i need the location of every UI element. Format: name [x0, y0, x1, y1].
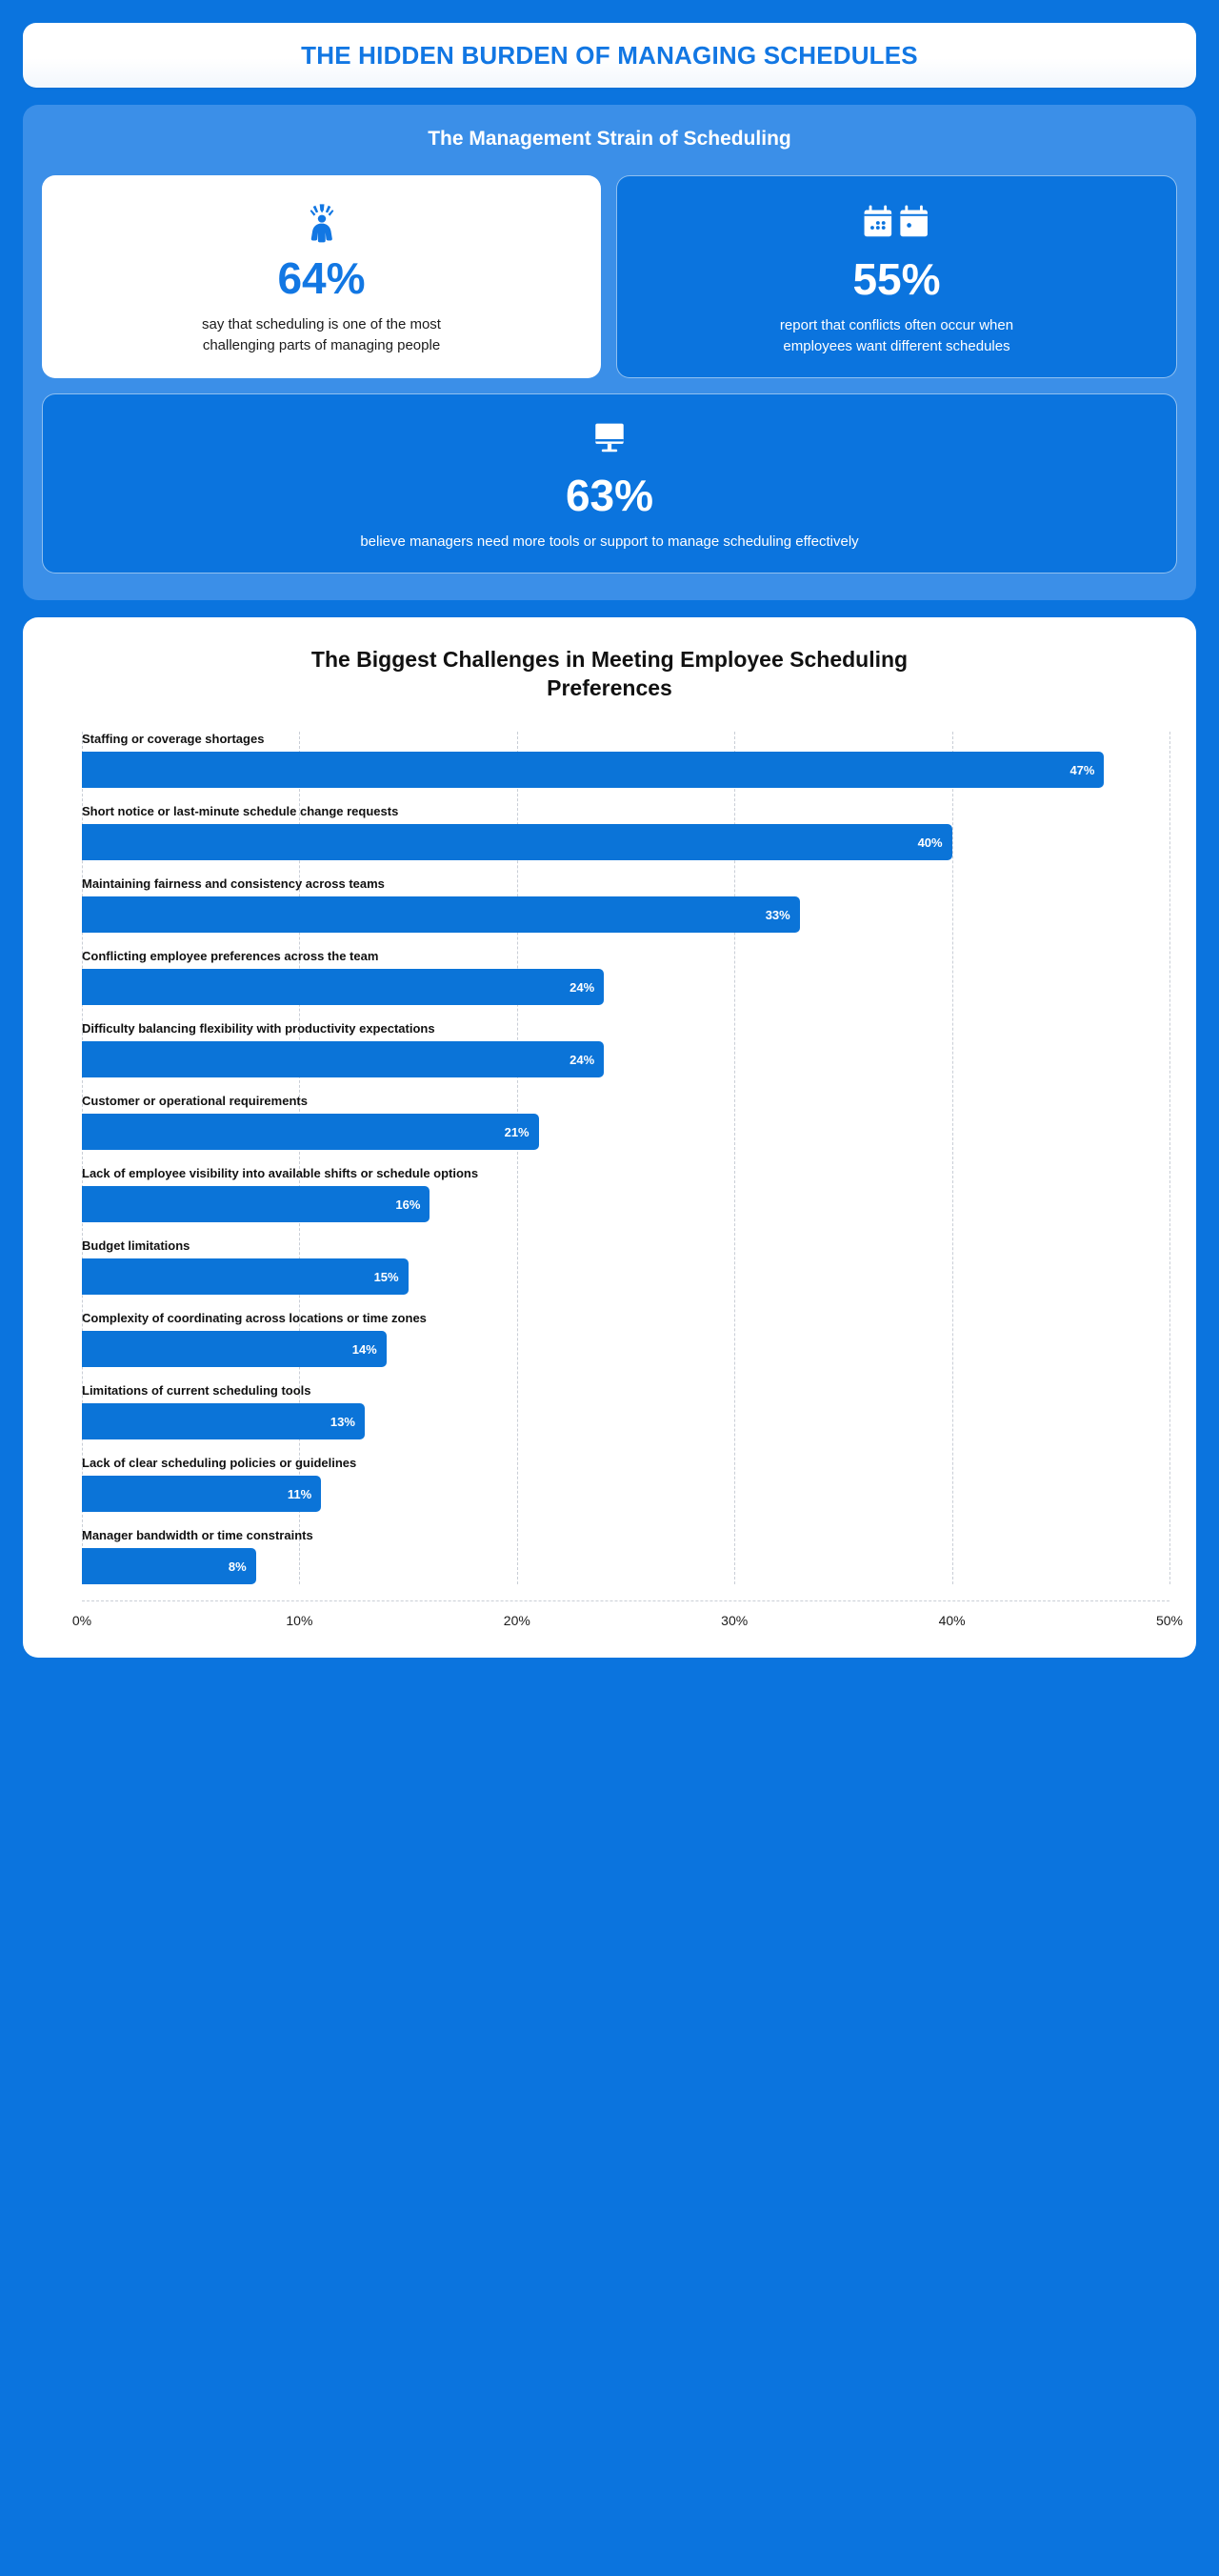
bar: 33%	[82, 896, 800, 934]
bar-category-label: Complexity of coordinating across locati…	[82, 1311, 427, 1326]
chart-panel: The Biggest Challenges in Meeting Employ…	[23, 617, 1196, 1659]
bar-value-label: 8%	[228, 1559, 247, 1574]
x-axis-tick: 0%	[71, 1613, 92, 1629]
bar-value-label: 13%	[330, 1414, 355, 1429]
bar-value-label: 47%	[1069, 762, 1095, 777]
bar-value-label: 14%	[351, 1341, 377, 1357]
bar-category-label: Lack of employee visibility into availab…	[82, 1166, 479, 1181]
bar-value-label: 11%	[287, 1486, 312, 1501]
stat-card-63: 63% believe managers need more tools or …	[42, 392, 1177, 574]
bar-group: Conflicting employee preferences across …	[82, 949, 1169, 1006]
bar-track: 24%	[82, 1041, 1169, 1078]
bar: 8%	[82, 1548, 256, 1585]
bar-group: Short notice or last-minute schedule cha…	[82, 804, 1169, 861]
bar-value-label: 16%	[395, 1197, 421, 1212]
bar-value-label: 15%	[373, 1269, 399, 1284]
bar-track: 11%	[82, 1476, 1169, 1513]
bar-group: Lack of clear scheduling policies or gui…	[82, 1456, 1169, 1513]
bar-group: Maintaining fairness and consistency acr…	[82, 876, 1169, 934]
bar-group: Customer or operational requirements 21%	[82, 1094, 1169, 1151]
bar: 15%	[82, 1258, 409, 1296]
bar: 47%	[82, 752, 1105, 789]
stat-description: believe managers need more tools or supp…	[360, 533, 859, 551]
bar-track: 24%	[82, 969, 1169, 1006]
bar-track: 33%	[82, 896, 1169, 934]
bar-group: Staffing or coverage shortages 47%	[82, 732, 1169, 789]
x-axis-tick: 40%	[938, 1613, 966, 1629]
bar-track: 14%	[82, 1331, 1169, 1368]
x-axis-tick: 30%	[721, 1613, 749, 1629]
bar-track: 8%	[82, 1548, 1169, 1585]
x-axis-tick: 50%	[1155, 1613, 1184, 1629]
bar: 40%	[82, 824, 952, 861]
bar-value-label: 33%	[765, 907, 790, 922]
bar-chart-plot: Staffing or coverage shortages 47% Short n…	[50, 732, 1170, 1585]
bar-track: 47%	[82, 752, 1169, 789]
stat-value: 55%	[852, 254, 941, 304]
bar-category-label: Short notice or last-minute schedule cha…	[82, 804, 399, 819]
monitor-icon	[590, 417, 629, 461]
stat-description: report that conflicts often occur when e…	[779, 317, 1014, 354]
stat-card-55: 55% report that conflicts often occur wh…	[616, 175, 1177, 378]
bar-track: 21%	[82, 1114, 1169, 1151]
x-axis-tick: 20%	[503, 1613, 530, 1629]
bar-track: 15%	[82, 1258, 1169, 1296]
bar-category-label: Manager bandwidth or time constraints	[82, 1528, 313, 1543]
bar-group: Complexity of coordinating across locati…	[82, 1311, 1169, 1368]
bar-category-label: Conflicting employee preferences across …	[82, 949, 379, 964]
stats-row: 64% say that scheduling is one of the mo…	[42, 175, 1177, 378]
bar: 13%	[82, 1403, 365, 1440]
bar: 24%	[82, 1041, 605, 1078]
stat-card-64: 64% say that scheduling is one of the mo…	[42, 175, 601, 378]
stressed-person-icon	[300, 200, 344, 244]
x-axis-tick: 10%	[286, 1613, 313, 1629]
bar-value-label: 21%	[504, 1124, 530, 1139]
header-banner: THE HIDDEN BURDEN OF MANAGING SCHEDULES	[23, 23, 1196, 88]
stat-value: 63%	[565, 470, 654, 520]
gridline	[1169, 732, 1170, 1585]
bar-category-label: Customer or operational requirements	[82, 1094, 308, 1109]
bar-value-label: 24%	[570, 1052, 595, 1067]
two-calendars-icon	[862, 201, 932, 245]
bar: 11%	[82, 1476, 322, 1513]
bar-group: Budget limitations 15%	[82, 1238, 1169, 1296]
chart-title: The Biggest Challenges in Meeting Employ…	[310, 647, 909, 701]
bar: 24%	[82, 969, 605, 1006]
bar-track: 13%	[82, 1403, 1169, 1440]
bar-value-label: 24%	[570, 979, 595, 995]
bar: 21%	[82, 1114, 539, 1151]
bar-track: 16%	[82, 1186, 1169, 1223]
bar-value-label: 40%	[917, 835, 943, 850]
bar-category-label: Lack of clear scheduling policies or gui…	[82, 1456, 357, 1471]
stat-description: say that scheduling is one of the most c…	[202, 316, 441, 353]
bar-category-label: Difficulty balancing flexibility with pr…	[82, 1021, 435, 1036]
stats-panel-title: The Management Strain of Scheduling	[428, 128, 791, 150]
bar-track: 40%	[82, 824, 1169, 861]
bar-category-label: Budget limitations	[82, 1238, 190, 1254]
bar: 14%	[82, 1331, 387, 1368]
bar-group: Difficulty balancing flexibility with pr…	[82, 1021, 1169, 1078]
bar: 16%	[82, 1186, 430, 1223]
bar-category-label: Staffing or coverage shortages	[82, 732, 265, 747]
bar-category-label: Maintaining fairness and consistency acr…	[82, 876, 385, 892]
stats-panel: The Management Strain of Scheduling	[23, 105, 1196, 601]
page-title: THE HIDDEN BURDEN OF MANAGING SCHEDULES	[301, 40, 918, 70]
stat-value: 64%	[277, 253, 366, 303]
bar-group: Lack of employee visibility into availab…	[82, 1166, 1169, 1223]
bar-list: Staffing or coverage shortages 47% Short n…	[82, 732, 1169, 1585]
bar-group: Manager bandwidth or time constraints 8%	[82, 1528, 1169, 1585]
bar-group: Limitations of current scheduling tools 1…	[82, 1383, 1169, 1440]
bar-category-label: Limitations of current scheduling tools	[82, 1383, 311, 1399]
x-axis: 0% 10% 20% 30% 40% 50%	[72, 1600, 1183, 1633]
